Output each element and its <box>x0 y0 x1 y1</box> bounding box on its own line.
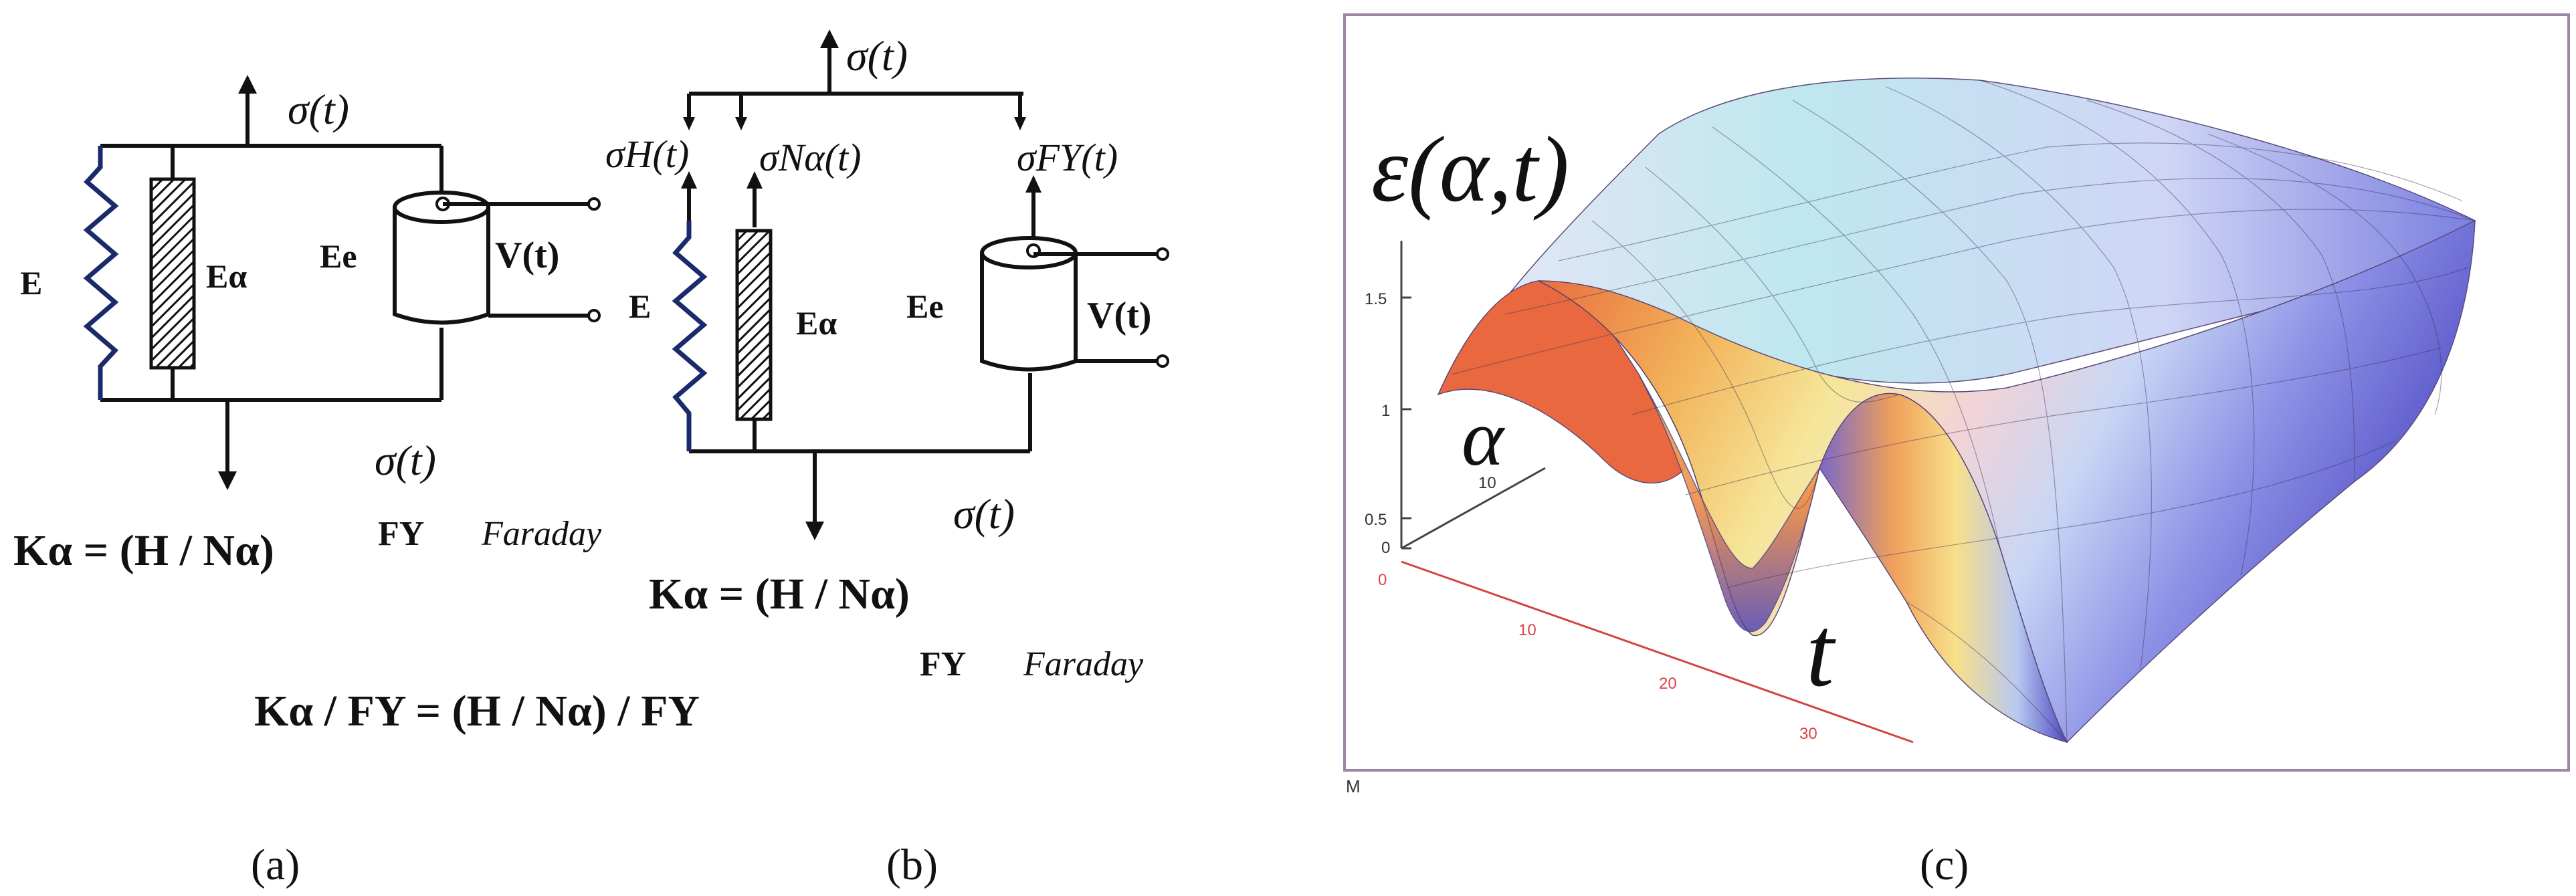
dashpot-label: Eα <box>206 257 247 295</box>
formula-ratio: Kα / FY = (H / Nα) / FY <box>254 687 700 736</box>
t-tick-0: 0 <box>1378 571 1387 589</box>
surface-main <box>1538 219 2476 744</box>
voltage-terminal-top <box>587 197 601 211</box>
fy-text: FY <box>920 645 966 683</box>
formula-k-alpha: Kα = (H / Nα) <box>649 570 910 619</box>
surface-valley <box>1638 374 1820 633</box>
panel-c: 1.5 1 0.5 0 10 0 10 20 30 ε(α,t) α t M (… <box>1343 13 2570 889</box>
sigma-top-label: σ(t) <box>846 32 908 80</box>
z-tick-1: 1 <box>1381 402 1390 420</box>
voltage-label: V(t) <box>495 235 559 276</box>
branch-n-arrow <box>735 117 747 130</box>
sigma-n-label: σNα(t) <box>759 136 861 179</box>
cell-body <box>393 207 490 325</box>
t-axis <box>1401 560 1914 744</box>
alpha-tick-10: 10 <box>1478 474 1496 492</box>
caption-c: (c) <box>1920 841 1969 889</box>
voltage-terminal-bottom <box>587 309 601 322</box>
spring-label: E <box>20 264 42 302</box>
small-mark: M <box>1346 776 1361 796</box>
t-axis-label: t <box>1806 596 1836 707</box>
sigma-h-label: σH(t) <box>605 132 689 176</box>
branch-fy-arrow <box>1014 117 1026 130</box>
t-tick-10: 10 <box>1518 621 1537 639</box>
branch-h-arrow <box>683 117 695 130</box>
fy-text: FY <box>378 515 424 553</box>
panel-b: σ(t) σH(t) σNα(t) σFY(t) σ(t) E Eα Ee V(… <box>605 29 1169 889</box>
voltage-terminal-bottom <box>1156 354 1169 368</box>
panel-a: σ(t) σ(t) E Eα Ee V(t) Kα = (H / Nα) FY … <box>13 75 700 889</box>
dashpot-label: Eα <box>796 304 837 342</box>
cell-label: Ee <box>320 237 357 275</box>
caption-b: (b) <box>886 841 938 889</box>
faraday-text: Faraday <box>1023 645 1144 683</box>
bottom-arrow-head <box>218 471 237 490</box>
sigma-bottom-label: σ(t) <box>953 490 1015 538</box>
voltage-terminal-top <box>1156 247 1169 261</box>
sigma-bottom-label: σ(t) <box>375 437 436 484</box>
bottom-arrow-head <box>805 522 824 540</box>
voltage-label: V(t) <box>1087 295 1151 336</box>
sigma-n-arrow <box>747 171 763 189</box>
t-tick-30: 30 <box>1799 725 1817 743</box>
formula-k-alpha: Kα = (H / Nα) <box>13 526 274 575</box>
top-arrow-head <box>820 29 839 48</box>
sigma-top-label: σ(t) <box>288 86 349 133</box>
spring-element <box>83 146 119 400</box>
z-tick-1-5: 1.5 <box>1365 290 1387 308</box>
spring-label: E <box>629 288 651 325</box>
z-tick-0-5: 0.5 <box>1365 511 1387 529</box>
surface-mesh <box>1451 80 2476 743</box>
top-arrow-head <box>238 75 257 94</box>
caption-a: (a) <box>251 841 300 889</box>
spring-element <box>672 221 708 451</box>
cell-label: Ee <box>906 288 944 325</box>
z-tick-0: 0 <box>1381 539 1390 557</box>
faraday-text: Faraday <box>481 515 602 553</box>
alpha-axis-label: α <box>1462 393 1505 482</box>
dashpot-element <box>735 229 773 421</box>
cell-body <box>980 253 1078 372</box>
sigma-fy-arrow <box>1025 175 1042 193</box>
dashpot-element <box>149 177 196 370</box>
surface-label: ε(α,t) <box>1371 118 1569 221</box>
t-tick-20: 20 <box>1659 675 1677 693</box>
surface-front-hump <box>1819 393 2068 744</box>
alpha-axis <box>1401 467 1546 550</box>
sigma-fy-label: σFY(t) <box>1017 136 1118 179</box>
sigma-h-arrow <box>681 171 697 189</box>
z-tick-marks <box>1401 296 1411 550</box>
